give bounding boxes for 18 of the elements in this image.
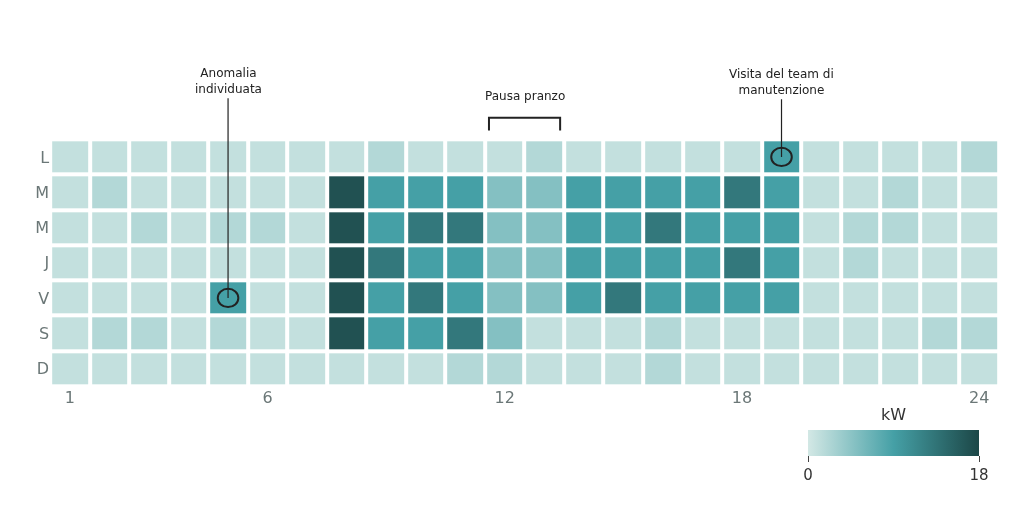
annotation: Visita del team di manutenzione [729, 67, 834, 97]
x-tick-label: 6 [262, 388, 273, 408]
y-tick-label: S [39, 323, 50, 343]
y-tick-label: J [43, 253, 50, 273]
x-tick-label: 12 [494, 388, 515, 408]
x-tick-label: 18 [731, 388, 753, 408]
y-tick-label: L [40, 147, 50, 167]
text: Pausa pranzo [485, 89, 566, 103]
color-bar-title: kW [880, 404, 907, 424]
y-tick-label: M [35, 182, 50, 202]
color-bar-label: 18 [969, 465, 989, 484]
y-tick-label: V [38, 288, 50, 308]
y-tick-label: D [36, 359, 50, 379]
annotation: Anomalia individuata [195, 66, 262, 96]
x-tick-label: 24 [968, 388, 990, 408]
x-tick-label: 1 [64, 388, 76, 408]
y-tick-label: M [35, 218, 50, 238]
color-bar-label: 0 [803, 465, 813, 484]
